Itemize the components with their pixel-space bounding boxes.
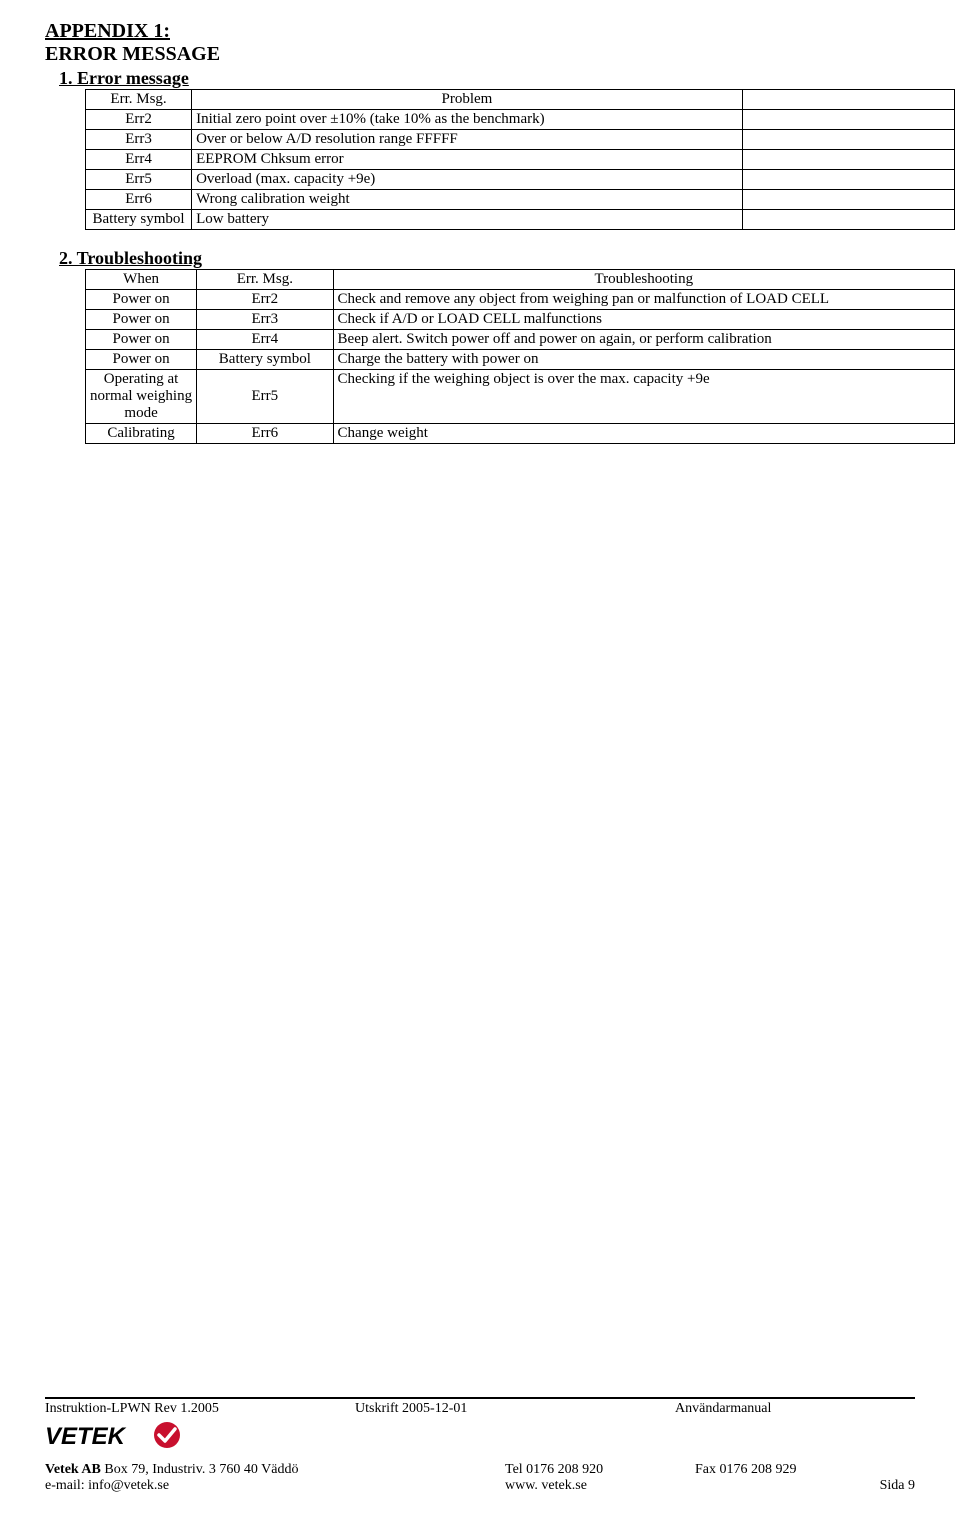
table-header-cell: When: [86, 270, 197, 290]
manual-type: Användarmanual: [675, 1401, 915, 1417]
empty-cell: [742, 190, 954, 210]
table-row: Err5 Overload (max. capacity +9e): [86, 170, 955, 190]
table-row: Err2 Initial zero point over ±10% (take …: [86, 110, 955, 130]
company-tel: Tel 0176 208 920: [505, 1462, 695, 1478]
err-code-cell: Err3: [197, 310, 333, 330]
empty-cell: [742, 130, 954, 150]
err-code-cell: Err2: [86, 110, 192, 130]
footer-divider: [45, 1397, 915, 1399]
err-code-cell: Err3: [86, 130, 192, 150]
table-header-cell: Problem: [192, 90, 743, 110]
empty-cell: [742, 170, 954, 190]
problem-cell: Wrong calibration weight: [192, 190, 743, 210]
footer-row-2: Vetek AB Box 79, Industriv. 3 760 40 Väd…: [45, 1462, 915, 1478]
page-number: Sida 9: [865, 1478, 915, 1494]
company-email: e-mail: info@vetek.se: [45, 1478, 505, 1494]
error-message-table: Err. Msg. Problem Err2 Initial zero poin…: [85, 89, 955, 230]
table-header-cell: [742, 90, 954, 110]
when-cell: Power on: [86, 290, 197, 310]
problem-cell: EEPROM Chksum error: [192, 150, 743, 170]
table-row: Err3 Over or below A/D resolution range …: [86, 130, 955, 150]
problem-cell: Overload (max. capacity +9e): [192, 170, 743, 190]
footer-row-1: Instruktion-LPWN Rev 1.2005 Utskrift 200…: [45, 1401, 915, 1417]
table-header-cell: Err. Msg.: [197, 270, 333, 290]
table-row: Err6 Wrong calibration weight: [86, 190, 955, 210]
troubleshooting-cell: Checking if the weighing object is over …: [333, 370, 954, 424]
print-info: Utskrift 2005-12-01: [355, 1401, 675, 1417]
problem-cell: Initial zero point over ±10% (take 10% a…: [192, 110, 743, 130]
company-fax: Fax 0176 208 929: [695, 1462, 865, 1478]
when-cell: Power on: [86, 310, 197, 330]
empty-cell: [742, 150, 954, 170]
appendix-heading: APPENDIX 1:: [45, 20, 915, 43]
table-row: Power on Battery symbol Charge the batte…: [86, 350, 955, 370]
table-row: Err4 EEPROM Chksum error: [86, 150, 955, 170]
err-code-cell: Err4: [86, 150, 192, 170]
table-row: Battery symbol Low battery: [86, 210, 955, 230]
section-1-heading: 1. Error message: [59, 68, 915, 89]
page-footer: Instruktion-LPWN Rev 1.2005 Utskrift 200…: [45, 1397, 915, 1494]
table-row: Power on Err3 Check if A/D or LOAD CELL …: [86, 310, 955, 330]
company-rest: Box 79, Industriv. 3 760 40 Väddö: [101, 1462, 299, 1477]
table-header-cell: Err. Msg.: [86, 90, 192, 110]
err-code-cell: Err4: [197, 330, 333, 350]
troubleshooting-cell: Beep alert. Switch power off and power o…: [333, 330, 954, 350]
troubleshooting-cell: Check if A/D or LOAD CELL malfunctions: [333, 310, 954, 330]
table-header-row: When Err. Msg. Troubleshooting: [86, 270, 955, 290]
vetek-logo-icon: VETEK: [45, 1421, 205, 1451]
error-message-heading: ERROR MESSAGE: [45, 43, 915, 66]
err-code-cell: Err5: [86, 170, 192, 190]
err-code-cell: Err2: [197, 290, 333, 310]
doc-ref: Instruktion-LPWN Rev 1.2005: [45, 1401, 355, 1417]
err-code-cell: Battery symbol: [86, 210, 192, 230]
logo-text: VETEK: [45, 1423, 127, 1450]
table-header-cell: Troubleshooting: [333, 270, 954, 290]
when-cell: Power on: [86, 330, 197, 350]
troubleshooting-cell: Change weight: [333, 424, 954, 444]
company-name: Vetek AB: [45, 1462, 101, 1477]
empty-cell: [742, 210, 954, 230]
troubleshooting-cell: Check and remove any object from weighin…: [333, 290, 954, 310]
table-row: Calibrating Err6 Change weight: [86, 424, 955, 444]
troubleshooting-cell: Charge the battery with power on: [333, 350, 954, 370]
footer-row-3: e-mail: info@vetek.se www. vetek.se Sida…: [45, 1478, 915, 1494]
troubleshooting-table: When Err. Msg. Troubleshooting Power on …: [85, 269, 955, 444]
problem-cell: Low battery: [192, 210, 743, 230]
vetek-logo: VETEK: [45, 1421, 915, 1456]
company-address: Vetek AB Box 79, Industriv. 3 760 40 Väd…: [45, 1462, 505, 1478]
table-header-row: Err. Msg. Problem: [86, 90, 955, 110]
err-code-cell: Err5: [197, 370, 333, 424]
empty-cell: [742, 110, 954, 130]
err-code-cell: Err6: [197, 424, 333, 444]
table-row: Power on Err4 Beep alert. Switch power o…: [86, 330, 955, 350]
err-code-cell: Battery symbol: [197, 350, 333, 370]
when-cell: Calibrating: [86, 424, 197, 444]
table-row: Power on Err2 Check and remove any objec…: [86, 290, 955, 310]
table-row: Operating at normal weighing mode Err5 C…: [86, 370, 955, 424]
when-cell: Power on: [86, 350, 197, 370]
when-cell: Operating at normal weighing mode: [86, 370, 197, 424]
section-2-heading: 2. Troubleshooting: [59, 248, 915, 269]
problem-cell: Over or below A/D resolution range FFFFF: [192, 130, 743, 150]
spacer: [695, 1478, 865, 1494]
company-web: www. vetek.se: [505, 1478, 695, 1494]
err-code-cell: Err6: [86, 190, 192, 210]
